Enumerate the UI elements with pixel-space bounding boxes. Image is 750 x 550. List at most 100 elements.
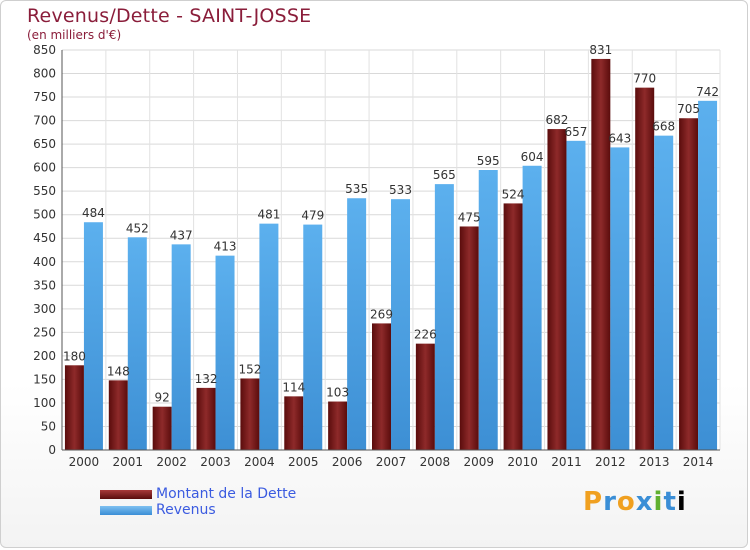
bar-dette <box>635 87 655 450</box>
y-tick-label: 200 <box>33 349 56 363</box>
x-tick-label: 2004 <box>244 455 275 469</box>
bar-revenus <box>391 199 410 450</box>
data-label-dette: 92 <box>155 391 170 405</box>
x-tick-label: 2007 <box>376 455 407 469</box>
data-label-dette: 705 <box>677 102 700 116</box>
y-tick-label: 250 <box>33 325 56 339</box>
data-label-revenus: 742 <box>696 85 719 99</box>
bars <box>64 58 718 451</box>
bar-dette <box>503 203 523 450</box>
data-label-revenus: 484 <box>82 206 105 220</box>
data-label-dette: 132 <box>195 372 218 386</box>
y-tick-label: 0 <box>48 443 56 457</box>
x-tick-label: 2006 <box>332 455 363 469</box>
data-label-revenus: 481 <box>257 208 280 222</box>
data-label-dette: 226 <box>414 328 437 342</box>
data-label-revenus: 604 <box>521 150 544 164</box>
data-label-dette: 148 <box>107 364 130 378</box>
bar-dette <box>547 129 567 450</box>
y-tick-label: 650 <box>33 137 56 151</box>
x-tick-label: 2003 <box>200 455 231 469</box>
data-labels: 180 484 148 452 92 437 132 413 152 481 114 479 103 53… <box>63 43 719 405</box>
bar-revenus <box>566 140 586 450</box>
bar-revenus <box>347 198 367 450</box>
y-tick-label: 100 <box>33 396 56 410</box>
x-tick-label: 2013 <box>639 455 670 469</box>
axes: 0 50 100 150 200 250 300 350 400 450 500 550 600 650 7… <box>33 43 720 469</box>
bar-revenus <box>259 223 279 450</box>
chart-subtitle: (en milliers d'€) <box>27 28 122 42</box>
y-tick-label: 750 <box>33 90 56 104</box>
x-tick-label: 2005 <box>288 455 319 469</box>
data-label-dette: 770 <box>633 72 656 86</box>
x-tick-label: 2009 <box>463 455 494 469</box>
bar-dette <box>372 323 391 450</box>
bar-dette <box>591 58 611 451</box>
data-label-dette: 524 <box>502 187 525 201</box>
bar-revenus <box>127 237 147 450</box>
y-tick-label: 300 <box>33 302 56 316</box>
data-label-dette: 269 <box>370 307 393 321</box>
data-label-revenus: 535 <box>345 182 368 196</box>
bar-dette <box>240 378 260 450</box>
y-tick-label: 850 <box>33 43 56 57</box>
y-tick-label: 50 <box>41 419 56 433</box>
data-label-dette: 114 <box>282 380 305 394</box>
x-tick-label: 2010 <box>507 455 538 469</box>
y-tick-label: 800 <box>33 67 56 81</box>
y-tick-label: 450 <box>33 231 56 245</box>
bar-dette <box>196 387 216 450</box>
legend-swatch-dette <box>100 490 152 499</box>
data-label-revenus: 533 <box>389 183 412 197</box>
bar-revenus <box>610 147 630 451</box>
data-label-revenus: 452 <box>126 221 149 235</box>
data-label-dette: 103 <box>326 386 349 400</box>
data-label-revenus: 437 <box>170 228 193 242</box>
legend-label-revenus: Revenus <box>156 502 216 518</box>
bar-revenus <box>171 244 191 450</box>
bar-dette <box>459 226 479 450</box>
bar-dette <box>415 343 435 450</box>
x-tick-label: 2008 <box>420 455 451 469</box>
legend-swatch-revenus <box>100 506 152 515</box>
data-label-dette: 475 <box>458 210 481 224</box>
bar-revenus <box>654 135 674 450</box>
data-label-revenus: 565 <box>433 168 456 182</box>
x-tick-label: 2000 <box>69 455 100 469</box>
data-label-dette: 682 <box>546 113 569 127</box>
bar-revenus <box>434 184 454 450</box>
bar-dette <box>284 396 304 450</box>
bar-revenus <box>83 222 103 450</box>
bar-revenus <box>478 170 498 450</box>
data-label-dette: 180 <box>63 349 86 363</box>
y-tick-label: 600 <box>33 161 56 175</box>
legend-label-dette: Montant de la Dette <box>156 486 297 502</box>
y-tick-label: 400 <box>33 255 56 269</box>
x-tick-label: 2011 <box>551 455 582 469</box>
x-tick-label: 2001 <box>113 455 144 469</box>
data-label-dette: 152 <box>238 362 261 376</box>
data-label-revenus: 657 <box>565 125 588 139</box>
data-label-revenus: 668 <box>652 120 675 134</box>
y-tick-label: 700 <box>33 114 56 128</box>
x-tick-label: 2002 <box>156 455 187 469</box>
bar-dette <box>152 406 172 450</box>
y-tick-label: 500 <box>33 208 56 222</box>
x-tick-label: 2012 <box>595 455 626 469</box>
data-label-revenus: 479 <box>301 209 324 223</box>
y-tick-label: 350 <box>33 278 56 292</box>
bar-dette <box>108 380 128 450</box>
bar-dette <box>64 365 84 450</box>
data-label-revenus: 413 <box>214 240 237 254</box>
bar-revenus <box>522 165 542 450</box>
bar-dette <box>679 118 699 450</box>
chart-title: Revenus/Dette - SAINT-JOSSE <box>27 5 312 27</box>
proxiti-logo: Proxiti <box>583 487 687 517</box>
data-label-revenus: 595 <box>477 154 500 168</box>
y-tick-label: 550 <box>33 184 56 198</box>
x-tick-label: 2014 <box>683 455 714 469</box>
data-label-dette: 831 <box>589 43 612 57</box>
bar-revenus <box>698 100 718 450</box>
y-tick-label: 150 <box>33 372 56 386</box>
